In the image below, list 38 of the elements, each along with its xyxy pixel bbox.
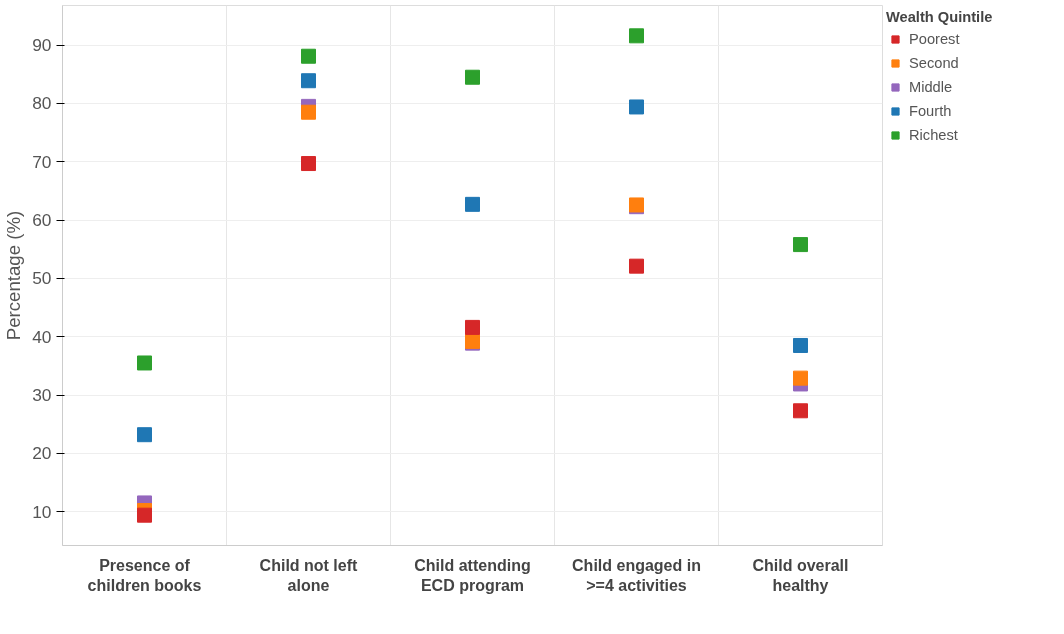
legend-label: Fourth bbox=[909, 103, 952, 119]
point bbox=[793, 403, 808, 419]
point bbox=[465, 319, 480, 335]
x-tick-label: Child engaged in >=4 activities bbox=[572, 556, 701, 594]
point bbox=[793, 370, 808, 386]
y-axis-title: Percentage (%) bbox=[3, 210, 25, 341]
y-tick-label: 10 bbox=[32, 501, 52, 522]
legend-label: Middle bbox=[909, 79, 953, 95]
point bbox=[301, 104, 316, 120]
point bbox=[793, 337, 808, 353]
legend-title: Wealth Quintile bbox=[886, 9, 993, 25]
y-tick-label: 80 bbox=[32, 93, 52, 114]
point bbox=[629, 28, 644, 44]
x-tick-label: Child not left alone bbox=[259, 556, 359, 594]
point bbox=[137, 507, 152, 523]
point bbox=[301, 156, 316, 172]
point bbox=[137, 427, 152, 443]
y-tick-label: 30 bbox=[32, 385, 52, 406]
x-tick-label: Presence of children books bbox=[87, 556, 202, 594]
y-tick-label: 90 bbox=[32, 35, 52, 56]
point bbox=[301, 48, 316, 64]
x-tick-label: Child overall healthy bbox=[752, 556, 849, 594]
point bbox=[629, 99, 644, 115]
point bbox=[465, 69, 480, 85]
y-tick-label: 40 bbox=[32, 326, 52, 347]
point bbox=[301, 73, 316, 89]
point bbox=[793, 237, 808, 253]
point bbox=[137, 355, 152, 371]
point bbox=[465, 196, 480, 212]
y-tick-label: 60 bbox=[32, 210, 52, 231]
legend-label: Poorest bbox=[909, 31, 960, 47]
x-tick-label: Child attending ECD program bbox=[414, 556, 531, 594]
y-tick-label: 70 bbox=[32, 151, 52, 172]
y-tick-label: 50 bbox=[32, 268, 52, 289]
legend-label: Second bbox=[909, 55, 959, 71]
y-tick-label: 20 bbox=[32, 443, 52, 464]
legend-label: Richest bbox=[909, 127, 958, 143]
point bbox=[629, 258, 644, 274]
